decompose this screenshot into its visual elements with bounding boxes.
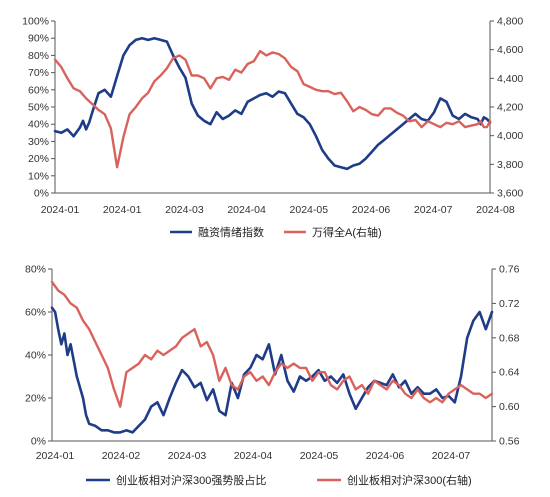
series-line-left [50,306,494,434]
right-tick-label: 4,600 [497,44,523,56]
x-tick-label: 2024-03 [168,450,207,462]
left-tick-label: 50% [28,102,49,114]
right-tick-label: 3,600 [497,188,523,200]
right-tick-label: 3,800 [497,159,523,171]
series-line-right [53,49,492,169]
right-tick-label: 0.68 [499,332,520,344]
left-tick-label: 60% [28,84,49,96]
left-tick-label: 20% [28,153,49,165]
x-tick-label: 2024-07 [432,450,471,462]
x-tick-label: 2024-05 [300,450,339,462]
chart-1: 0% 10% 20% 30% 40% 50% 60% 70% 80% 90% 100% 3,600 3,… [22,16,523,240]
x-tick-label: 2024-06 [366,450,405,462]
x-tick-label: 2024-06 [352,204,391,216]
x-tick-label: 2024-04 [234,450,273,462]
x-tick-label: 2024-07 [414,204,453,216]
series-line-right [50,280,494,408]
left-tick-label: 20% [25,393,46,405]
right-tick-label: 0.56 [499,436,520,448]
legend-label: 创业板相对沪深300(右轴) [347,473,472,487]
x-tick-label: 2024-03 [165,204,204,216]
left-tick-label: 80% [28,50,49,62]
x-tick-label: 2024-02 [102,450,141,462]
series-line-left [53,36,492,171]
x-tick-label: 2024-04 [227,204,266,216]
right-tick-label: 4,800 [497,16,523,28]
chart-2: 0% 20% 40% 60% 80% 0.56 0.60 0.64 0.68 0.72 0.76 20… [25,264,520,488]
left-tick-label: 10% [28,170,49,182]
x-tick-label: 2024-01 [36,450,75,462]
right-tick-label: 4,200 [497,102,523,114]
x-tick-label: 2024-01 [103,204,142,216]
left-tick-label: 40% [25,350,46,362]
right-tick-label: 0.60 [499,401,520,413]
x-tick-label: 2024-08 [476,204,515,216]
left-tick-label: 30% [28,136,49,148]
left-tick-label: 0% [34,188,49,200]
right-tick-label: 4,400 [497,73,523,85]
right-tick-label: 0.72 [499,298,520,310]
left-tick-label: 60% [25,307,46,319]
left-tick-label: 100% [22,16,49,28]
x-tick-label: 2024-05 [290,204,329,216]
right-tick-label: 0.64 [499,367,520,379]
right-tick-label: 0.76 [499,264,520,276]
legend-label: 万得全A(右轴) [312,225,382,239]
right-tick-label: 4,000 [497,130,523,142]
x-tick-label: 2024-01 [41,204,80,216]
left-tick-label: 80% [25,264,46,276]
legend-label: 融资情绪指数 [198,225,264,239]
left-tick-label: 90% [28,33,49,45]
left-tick-label: 0% [31,436,46,448]
left-tick-label: 70% [28,67,49,79]
left-tick-label: 40% [28,119,49,131]
legend-label: 创业板相对沪深300强势股占比 [116,473,266,487]
